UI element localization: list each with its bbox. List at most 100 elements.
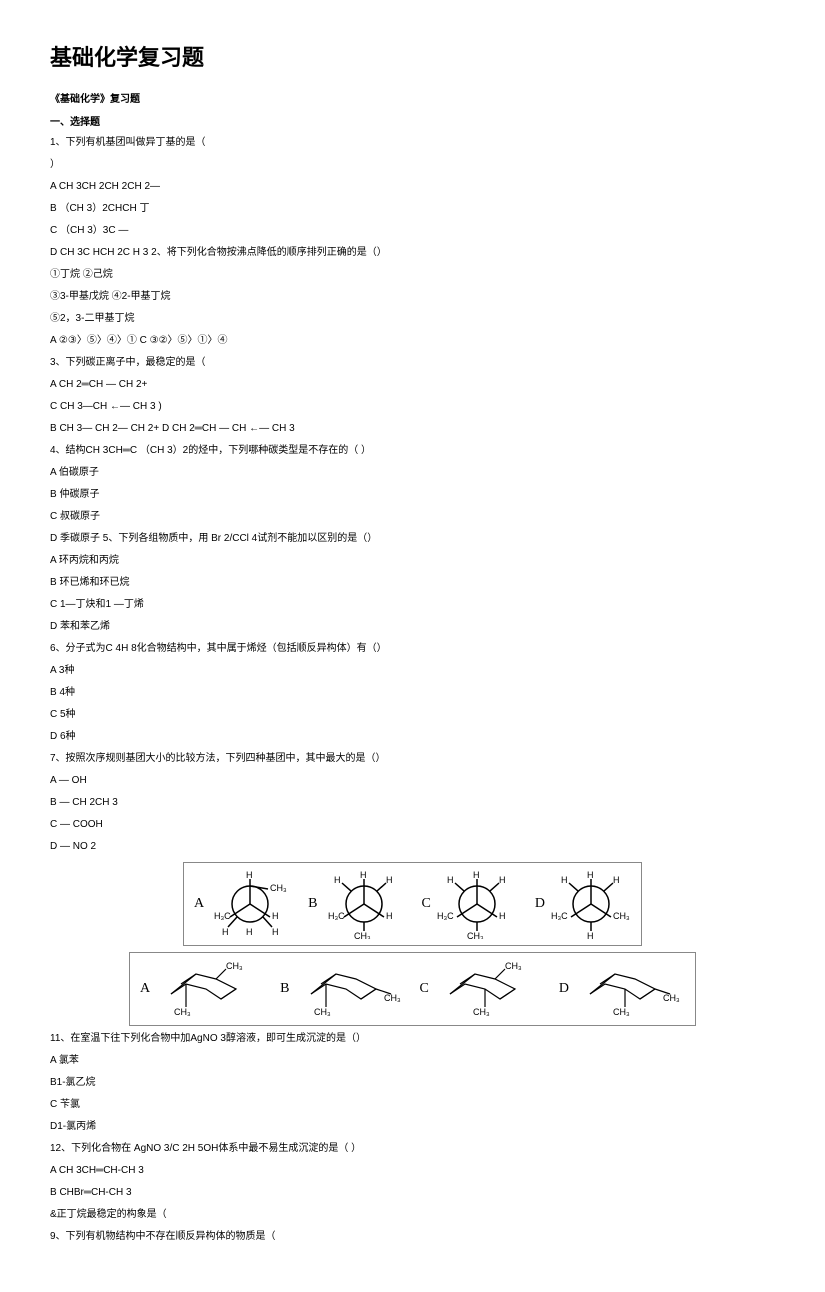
svg-text:H₃C: H₃C <box>214 911 231 921</box>
svg-text:CH₃: CH₃ <box>613 1007 630 1017</box>
svg-text:H: H <box>561 875 568 885</box>
option-c: C 1—丁炔和1 —丁烯 <box>50 598 775 612</box>
chair-figure-row: A CH₃ CH₃ B CH₃ CH₃ <box>50 952 775 1026</box>
svg-text:H: H <box>334 875 341 885</box>
newman-diagram-icon: H H H H₃C H CH₃ <box>437 869 517 939</box>
svg-text:H: H <box>386 875 393 885</box>
fig-label-c: C <box>420 981 429 997</box>
newman-a: A H CH₃ H₃C H H H H <box>194 869 290 939</box>
svg-text:CH₃: CH₃ <box>270 883 287 893</box>
chair-b: B CH₃ CH₃ <box>280 959 405 1019</box>
question-text: &正丁烷最稳定的构象是（ <box>50 1208 775 1222</box>
svg-text:H: H <box>613 875 620 885</box>
chair-diagram-icon: CH₃ CH₃ <box>156 959 266 1019</box>
fig-label-a: A <box>140 981 150 997</box>
svg-text:H: H <box>386 911 393 921</box>
svg-text:H: H <box>360 870 367 880</box>
svg-text:H: H <box>587 931 594 939</box>
fig-label-c: C <box>422 896 431 912</box>
option-a: A — OH <box>50 774 775 788</box>
svg-text:CH₃: CH₃ <box>314 1007 331 1017</box>
newman-diagram-icon: H H H H₃C H CH₃ <box>324 869 404 939</box>
svg-text:H: H <box>222 927 229 937</box>
option-a: A 3种 <box>50 664 775 678</box>
section-heading: 一、选择题 <box>50 113 775 128</box>
chair-a: A CH₃ CH₃ <box>140 959 266 1019</box>
fig-label-a: A <box>194 896 204 912</box>
svg-text:H: H <box>272 911 279 921</box>
svg-text:H: H <box>246 870 253 880</box>
chair-diagram-icon: CH₃ CH₃ <box>296 959 406 1019</box>
fig-label-b: B <box>280 981 289 997</box>
newman-d: D H H H H₃C CH₃ H <box>535 869 631 939</box>
newman-c: C H H H H₃C H CH₃ <box>422 869 517 939</box>
fig-label-d: D <box>535 896 545 912</box>
svg-text:H: H <box>272 927 279 937</box>
question-text: 6、分子式为C 4H 8化合物结构中，其中属于烯烃（包括顺反异构体）有（） <box>50 642 775 656</box>
option-d: D1-氯丙烯 <box>50 1120 775 1134</box>
svg-text:H: H <box>246 927 253 937</box>
question-text: 12、下列化合物在 AgNO 3/C 2H 5OH体系中最不易生成沉淀的是（ ） <box>50 1142 775 1156</box>
option-d: D 6种 <box>50 730 775 744</box>
option-b: B CHBr═CH-CH 3 <box>50 1186 775 1200</box>
option-c: C 5种 <box>50 708 775 722</box>
fig-label-d: D <box>559 981 569 997</box>
option-b: B 仲碳原子 <box>50 488 775 502</box>
svg-text:H₃C: H₃C <box>437 911 454 921</box>
option-b: B （CH 3）2CHCH 丁 <box>50 202 775 216</box>
option-a: A 氯苯 <box>50 1054 775 1068</box>
subtitle: 《基础化学》复习题 <box>50 90 775 105</box>
page-title: 基础化学复习题 <box>50 40 775 72</box>
option-c: C CH 3—CH ←— CH 3 ) <box>50 400 775 414</box>
question-text: 3、下列碳正离子中，最稳定的是（ <box>50 356 775 370</box>
svg-text:H: H <box>499 911 506 921</box>
svg-text:CH₃: CH₃ <box>473 1007 490 1017</box>
option-b: B CH 3— CH 2— CH 2+ D CH 2═CH — CH ←— CH… <box>50 422 775 436</box>
chair-d: D CH₃ CH₃ <box>559 959 685 1019</box>
svg-text:CH₃: CH₃ <box>613 911 630 921</box>
option-a: A CH 2═CH — CH 2+ <box>50 378 775 392</box>
chair-diagram-icon: CH₃ CH₃ <box>435 959 545 1019</box>
question-text: ⑤2，3-二甲基丁烷 <box>50 312 775 326</box>
svg-text:H₃C: H₃C <box>551 911 568 921</box>
newman-diagram-icon: H H H H₃C CH₃ H <box>551 869 631 939</box>
option-c: C （CH 3）3C — <box>50 224 775 238</box>
chair-diagram-icon: CH₃ CH₃ <box>575 959 685 1019</box>
option-d: D — NO 2 <box>50 840 775 854</box>
svg-text:H: H <box>473 870 480 880</box>
question-text: 11、在室温下往下列化合物中加AgNO 3醇溶液，即可生成沉淀的是（） <box>50 1032 775 1046</box>
svg-text:CH₃: CH₃ <box>354 931 371 939</box>
question-text: ①丁烷 ②己烷 <box>50 268 775 282</box>
question-text: 4、结构CH 3CH═C （CH 3）2的烃中，下列哪种碳类型是不存在的（ ） <box>50 444 775 458</box>
option-a: A CH 3CH═CH-CH 3 <box>50 1164 775 1178</box>
option-a: A 环丙烷和丙烷 <box>50 554 775 568</box>
option-b: B1-氯乙烷 <box>50 1076 775 1090</box>
svg-text:CH₃: CH₃ <box>174 1007 191 1017</box>
fig-label-b: B <box>308 896 317 912</box>
newman-diagram-icon: H CH₃ H₃C H H H H <box>210 869 290 939</box>
option-c: C 叔碳原子 <box>50 510 775 524</box>
question-text: ③3-甲基戊烷 ④2-甲基丁烷 <box>50 290 775 304</box>
option-a: A 伯碳原子 <box>50 466 775 480</box>
svg-text:H: H <box>499 875 506 885</box>
figure-box: A CH₃ CH₃ B CH₃ CH₃ <box>129 952 696 1026</box>
newman-b: B H H H H₃C H CH₃ <box>308 869 403 939</box>
option-b: B 4种 <box>50 686 775 700</box>
svg-text:CH₃: CH₃ <box>663 993 680 1003</box>
option-d: D CH 3C HCH 2C H 3 2、将下列化合物按沸点降低的顺序排列正确的… <box>50 246 775 260</box>
option-d: D 苯和苯乙烯 <box>50 620 775 634</box>
newman-figure-row: A H CH₃ H₃C H H H H B <box>50 862 775 946</box>
svg-text:H: H <box>447 875 454 885</box>
chair-c: C CH₃ CH₃ <box>420 959 545 1019</box>
svg-text:H₃C: H₃C <box>328 911 345 921</box>
option-a: A CH 3CH 2CH 2CH 2— <box>50 180 775 194</box>
svg-text:CH₃: CH₃ <box>384 993 401 1003</box>
question-text: A ②③〉⑤〉④〉① C ③②〉⑤〉①〉④ <box>50 334 775 348</box>
option-c: C — COOH <box>50 818 775 832</box>
question-text: ） <box>50 158 775 172</box>
option-c: C 苄氯 <box>50 1098 775 1112</box>
svg-text:CH₃: CH₃ <box>505 961 522 971</box>
option-b: B — CH 2CH 3 <box>50 796 775 810</box>
question-text: 9、下列有机物结构中不存在顺反异构体的物质是（ <box>50 1230 775 1244</box>
svg-text:H: H <box>587 870 594 880</box>
